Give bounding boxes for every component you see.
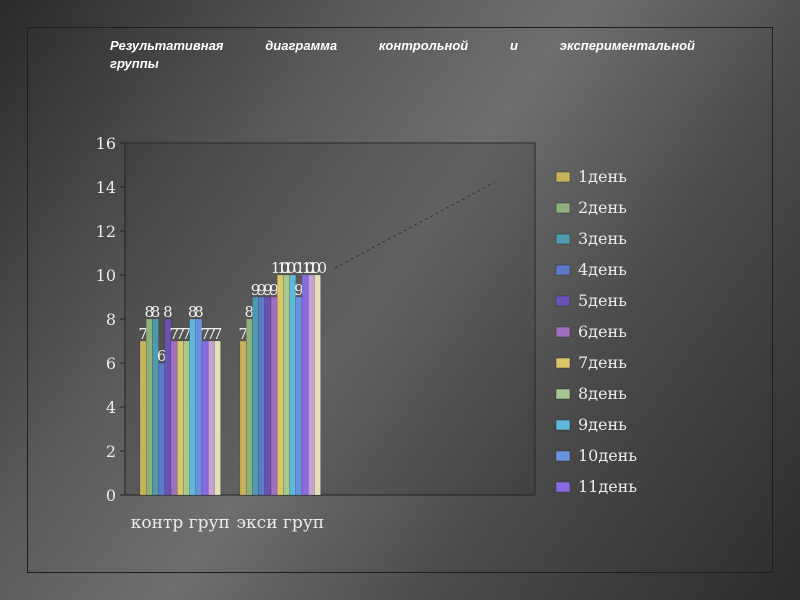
- bar: [207, 340, 215, 496]
- legend-swatch: [555, 202, 571, 214]
- bar: [295, 296, 303, 496]
- legend-label: 8день: [578, 384, 627, 403]
- bar: [170, 340, 178, 496]
- data-label: 8: [188, 303, 198, 321]
- data-label: 9: [263, 281, 273, 299]
- y-tick-label: 10: [96, 266, 116, 285]
- data-label: 10: [271, 259, 290, 277]
- bar: [158, 362, 166, 496]
- y-tick-label: 8: [106, 310, 116, 329]
- bar: [195, 318, 203, 496]
- legend-swatch: [555, 326, 571, 338]
- bar: [258, 296, 266, 496]
- bar: [270, 296, 278, 496]
- data-label: 7: [213, 325, 223, 343]
- legend-label: 7день: [578, 353, 627, 372]
- bar: [239, 340, 247, 496]
- data-label: 10: [308, 259, 327, 277]
- data-label: 7: [200, 325, 210, 343]
- title-word: Результативная: [110, 38, 224, 53]
- legend-label: 2день: [578, 198, 627, 217]
- bar: [283, 274, 290, 496]
- bar: [189, 318, 197, 496]
- x-tick-label: экси груп: [237, 513, 325, 533]
- bar: [289, 274, 297, 496]
- bar: [307, 274, 315, 496]
- y-tick-label: 4: [106, 398, 116, 417]
- data-label: 7: [182, 325, 192, 343]
- title-word: и: [510, 38, 518, 53]
- y-tick-label: 16: [96, 134, 116, 153]
- bar: [164, 318, 172, 496]
- x-tick-label: контр груп: [131, 513, 230, 533]
- title-word: контрольной: [378, 38, 469, 53]
- y-tick-label: 12: [96, 222, 116, 241]
- bar: [214, 340, 221, 496]
- bar: [314, 274, 321, 496]
- data-label: 10: [283, 259, 302, 277]
- slide-frame: [27, 27, 773, 573]
- y-tick-label: 14: [96, 178, 116, 197]
- title-word: экспериментальной: [559, 38, 695, 53]
- perspective-line: [334, 181, 496, 269]
- legend-label: 11день: [578, 477, 637, 496]
- slide-title: Результативная диаграмма контрольной и э…: [110, 37, 695, 73]
- legend-swatch: [555, 481, 571, 493]
- legend-label: 5день: [578, 291, 627, 310]
- bar: [145, 318, 153, 496]
- legend-label: 6день: [578, 322, 627, 341]
- bar: [245, 318, 253, 496]
- bar: [276, 274, 284, 496]
- data-label: 8: [245, 303, 255, 321]
- legend-swatch: [555, 450, 571, 462]
- data-label: 6: [157, 347, 167, 365]
- bar: [264, 296, 272, 496]
- data-label: 7: [238, 325, 248, 343]
- legend-label: 10день: [578, 446, 637, 465]
- data-label: 8: [151, 303, 161, 321]
- legend-label: 1день: [578, 167, 627, 186]
- legend-swatch: [555, 419, 571, 431]
- data-label: 7: [169, 325, 179, 343]
- legend-swatch: [555, 295, 571, 307]
- legend-swatch: [555, 264, 571, 276]
- bar: [152, 318, 159, 496]
- data-label: 7: [207, 325, 217, 343]
- data-label: 9: [251, 281, 261, 299]
- data-label: 8: [145, 303, 155, 321]
- data-label: 10: [302, 259, 321, 277]
- legend-swatch: [555, 171, 571, 183]
- data-label: 10: [277, 259, 296, 277]
- title-line-2: группы: [110, 56, 159, 71]
- data-label: 9: [294, 281, 304, 299]
- bar: [183, 340, 190, 496]
- legend-label: 4день: [578, 260, 627, 279]
- legend-swatch: [555, 357, 571, 369]
- data-label: 7: [176, 325, 186, 343]
- bar: [201, 340, 209, 496]
- y-tick-label: 6: [106, 354, 116, 373]
- data-label: 7: [138, 325, 148, 343]
- bar: [301, 274, 309, 496]
- bar: [252, 296, 259, 496]
- data-label: 9: [257, 281, 267, 299]
- legend-label: 9день: [578, 415, 627, 434]
- bar: [176, 340, 184, 496]
- bar: [139, 340, 147, 496]
- title-word: диаграмма: [265, 38, 338, 53]
- y-tick-label: 2: [106, 442, 116, 461]
- data-label: 9: [269, 281, 279, 299]
- legend-swatch: [555, 388, 571, 400]
- data-label: 10: [296, 259, 315, 277]
- data-label: 8: [194, 303, 204, 321]
- data-label: 8: [163, 303, 173, 321]
- y-tick-label: 0: [106, 486, 116, 505]
- legend-label: 3день: [578, 229, 627, 248]
- title-line-1: Результативная диаграмма контрольной и э…: [110, 37, 695, 55]
- legend-swatch: [555, 233, 571, 245]
